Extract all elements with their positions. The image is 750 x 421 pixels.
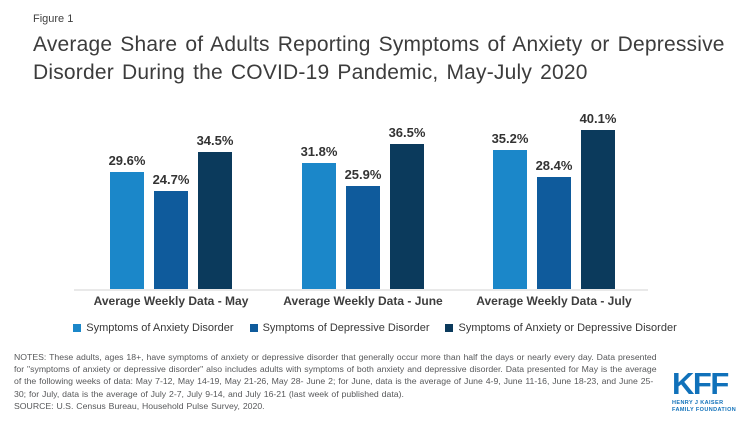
bar-3-3 [581, 130, 615, 289]
bar-2-2 [346, 186, 380, 289]
x-axis-category-label: Average Weekly Data - July [476, 294, 632, 308]
kff-logo-subtitle-line1: HENRY J KAISER [672, 400, 724, 406]
bar-value-label: 34.5% [196, 133, 234, 148]
bar-3-2 [537, 177, 571, 289]
bar-value-label: 24.7% [152, 172, 190, 187]
kff-logo: KFF HENRY J KAISER FAMILY FOUNDATION [672, 366, 746, 413]
bar-value-label: 36.5% [388, 125, 426, 140]
legend-item-3: Symptoms of Anxiety or Depressive Disord… [445, 322, 677, 334]
bar-1-3 [198, 152, 232, 289]
notes-text: NOTES: These adults, ages 18+, have symp… [14, 352, 657, 399]
legend-label: Symptoms of Depressive Disorder [262, 322, 430, 334]
legend-swatch-icon [73, 324, 82, 332]
kff-logo-subtitle-line2: FAMILY FOUNDATION [672, 406, 737, 413]
bar-2-1 [302, 163, 336, 289]
x-axis-category-label: Average Weekly Data - May [93, 294, 249, 308]
bar-value-label: 35.2% [491, 131, 529, 146]
bar-value-label: 25.9% [344, 167, 382, 182]
x-axis-line [74, 289, 648, 291]
legend-item-2: Symptoms of Depressive Disorder [249, 322, 430, 334]
legend-swatch-icon [249, 324, 258, 332]
figure-label: Figure 1 [33, 13, 74, 25]
page-title: Average Share of Adults Reporting Sympto… [33, 33, 725, 84]
bar-value-label: 40.1% [579, 111, 617, 126]
source-text: SOURCE: U.S. Census Bureau, Household Pu… [14, 400, 265, 411]
legend-item-1: Symptoms of Anxiety Disorder [73, 322, 234, 334]
legend-swatch-icon [445, 324, 454, 332]
bar-value-label: 31.8% [300, 144, 338, 159]
legend-label: Symptoms of Anxiety or Depressive Disord… [458, 322, 677, 334]
bar-1-1 [110, 172, 144, 289]
bar-1-2 [154, 191, 188, 289]
kff-logo-text: KFF [672, 366, 729, 401]
chart-legend: Symptoms of Anxiety Disorder Symptoms of … [0, 322, 750, 334]
bar-value-label: 28.4% [535, 158, 573, 173]
bar-3-1 [493, 150, 527, 289]
footnotes: NOTES: These adults, ages 18+, have symp… [14, 351, 662, 412]
x-axis-category-label: Average Weekly Data - June [283, 294, 443, 308]
bar-2-3 [390, 144, 424, 289]
legend-label: Symptoms of Anxiety Disorder [86, 322, 234, 334]
bar-value-label: 29.6% [108, 153, 146, 168]
